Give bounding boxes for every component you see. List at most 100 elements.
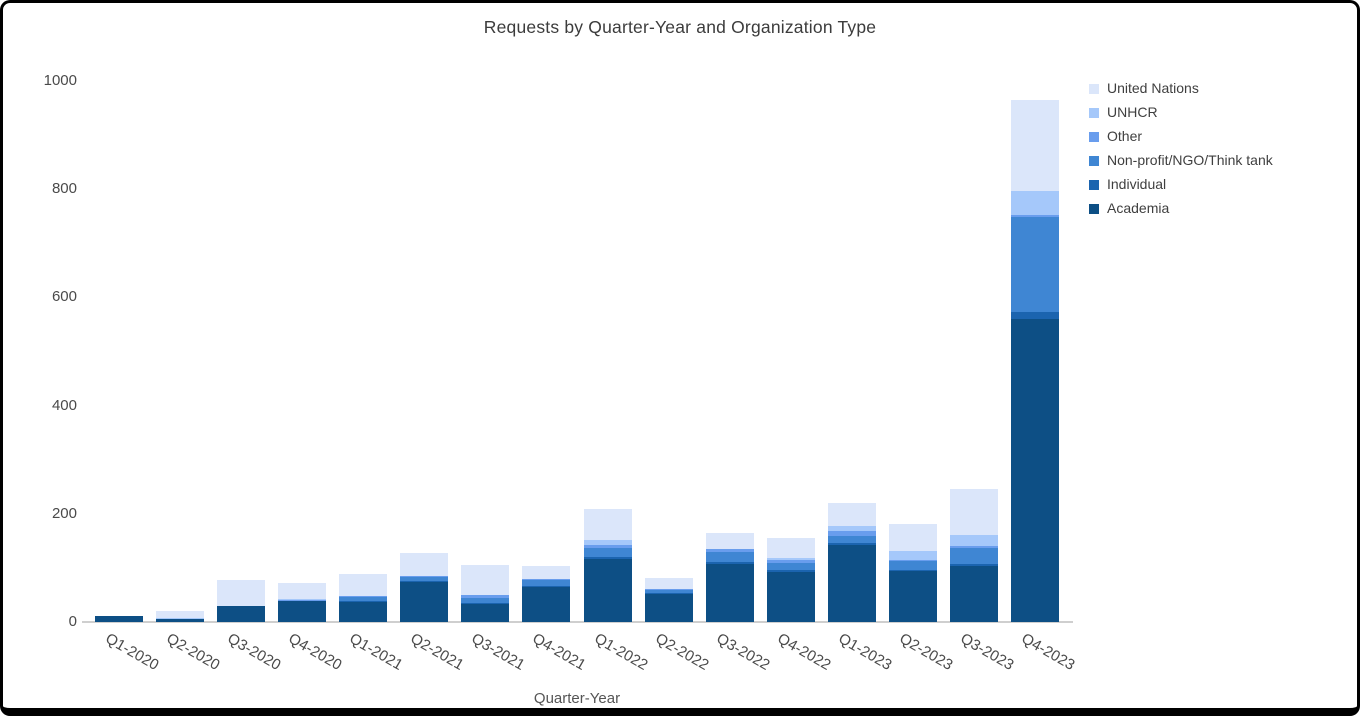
x-tick-label: Q1-2021: [346, 630, 406, 674]
bar-segment[interactable]: [583, 559, 632, 622]
bar-segment[interactable]: [766, 563, 815, 571]
bar-segment[interactable]: [889, 559, 938, 562]
bar-segment[interactable]: [644, 592, 693, 594]
bar-segment[interactable]: [583, 509, 632, 541]
bar-segment[interactable]: [705, 563, 754, 622]
bar-segment[interactable]: [339, 600, 388, 602]
y-tick-label: 1000: [43, 72, 77, 89]
bar-segment[interactable]: [766, 560, 815, 564]
bar-segment[interactable]: [400, 581, 449, 622]
bar-segment[interactable]: [461, 597, 510, 604]
bar-segment[interactable]: [461, 603, 510, 604]
bar-segment[interactable]: [155, 610, 204, 618]
bar-segment[interactable]: [950, 566, 999, 622]
bar-segment[interactable]: [155, 617, 204, 619]
bar-segment[interactable]: [400, 580, 449, 582]
bar-segment[interactable]: [339, 596, 388, 597]
x-tick-label: Q3-2021: [468, 630, 528, 674]
legend-swatch-icon: [1089, 107, 1099, 118]
bar-segment[interactable]: [705, 561, 754, 564]
bar-segment[interactable]: [277, 600, 326, 601]
bar-segment[interactable]: [216, 605, 265, 622]
bar-segment[interactable]: [583, 547, 632, 558]
bar-segment[interactable]: [766, 538, 815, 559]
bar-segment[interactable]: [583, 540, 632, 546]
x-tick-label: Q3-2020: [224, 630, 284, 674]
bar-segment[interactable]: [889, 571, 938, 622]
bar-segment[interactable]: [889, 561, 938, 570]
bar-segment[interactable]: [828, 502, 877, 527]
legend-item[interactable]: Academia: [1089, 200, 1273, 217]
bar-segment[interactable]: [950, 535, 999, 547]
bar-segment[interactable]: [950, 564, 999, 567]
bar-segment[interactable]: [950, 546, 999, 548]
bar-segment[interactable]: [522, 580, 571, 586]
x-tick-label: Q3-2023: [957, 630, 1017, 674]
y-tick-label: 0: [68, 613, 77, 630]
legend-item[interactable]: UNHCR: [1089, 104, 1273, 121]
bar-segment[interactable]: [94, 615, 143, 622]
bar-segment[interactable]: [644, 588, 693, 591]
bar-segment[interactable]: [277, 599, 326, 601]
x-tick-label: Q4-2022: [774, 630, 834, 674]
bar-segment[interactable]: [1011, 190, 1060, 216]
bar-segment[interactable]: [461, 565, 510, 595]
bar-segment[interactable]: [889, 550, 938, 560]
x-tick-label: Q4-2023: [1018, 630, 1078, 674]
legend-label: UNHCR: [1107, 104, 1158, 120]
bar-segment[interactable]: [339, 573, 388, 597]
bar-segment[interactable]: [1011, 99, 1060, 191]
bar-segment[interactable]: [828, 535, 877, 543]
bar-segment[interactable]: [522, 585, 571, 588]
bar-segment[interactable]: [828, 545, 877, 622]
bar-segment[interactable]: [705, 551, 754, 562]
x-tick-label: Q4-2021: [529, 630, 589, 674]
bar-segment[interactable]: [889, 569, 938, 572]
x-tick-label: Q1-2020: [102, 630, 162, 674]
bar-segment[interactable]: [155, 618, 204, 622]
bar-segment[interactable]: [583, 557, 632, 560]
bar-segment[interactable]: [828, 531, 877, 536]
bar-segment[interactable]: [644, 593, 693, 622]
bar-segment[interactable]: [583, 545, 632, 548]
bar-segment[interactable]: [705, 548, 754, 552]
bar-segment[interactable]: [339, 596, 388, 601]
legend-item[interactable]: Other: [1089, 128, 1273, 145]
bar-segment[interactable]: [705, 532, 754, 549]
bar-segment[interactable]: [766, 570, 815, 572]
bar-segment[interactable]: [522, 565, 571, 579]
bar-segment[interactable]: [400, 576, 449, 581]
bar-segment[interactable]: [522, 578, 571, 581]
bar-segment[interactable]: [216, 579, 265, 606]
bar-segment[interactable]: [461, 594, 510, 598]
legend-item[interactable]: Non-profit/NGO/Think tank: [1089, 152, 1273, 169]
bar-segment[interactable]: [644, 590, 693, 593]
bar-segment[interactable]: [766, 571, 815, 622]
legend-label: Other: [1107, 128, 1143, 144]
x-tick-label: Q4-2020: [285, 630, 345, 674]
bar-segment[interactable]: [644, 578, 693, 589]
bar-segment[interactable]: [828, 526, 877, 532]
bar-segment[interactable]: [828, 543, 877, 546]
legend-label: Individual: [1107, 176, 1167, 192]
legend-item[interactable]: Individual: [1089, 176, 1273, 193]
legend-item[interactable]: United Nations: [1089, 80, 1273, 97]
bar-segment[interactable]: [1011, 319, 1060, 622]
bar-segment[interactable]: [461, 603, 510, 622]
bar-segment[interactable]: [1011, 215, 1060, 218]
bar-segment[interactable]: [522, 587, 571, 622]
bar-segment[interactable]: [950, 547, 999, 565]
bar-segment[interactable]: [1011, 217, 1060, 312]
bar-segment[interactable]: [766, 558, 815, 561]
legend-swatch-icon: [1089, 179, 1099, 190]
bar-segment[interactable]: [339, 601, 388, 622]
bar-segment[interactable]: [1011, 312, 1060, 320]
bar-segment[interactable]: [400, 576, 449, 577]
bar-segment[interactable]: [277, 600, 326, 622]
bar-segment[interactable]: [889, 523, 938, 551]
bar-segment[interactable]: [277, 583, 326, 600]
bar-segment[interactable]: [950, 489, 999, 536]
bar-segment[interactable]: [400, 552, 449, 576]
legend-label: United Nations: [1107, 80, 1199, 96]
